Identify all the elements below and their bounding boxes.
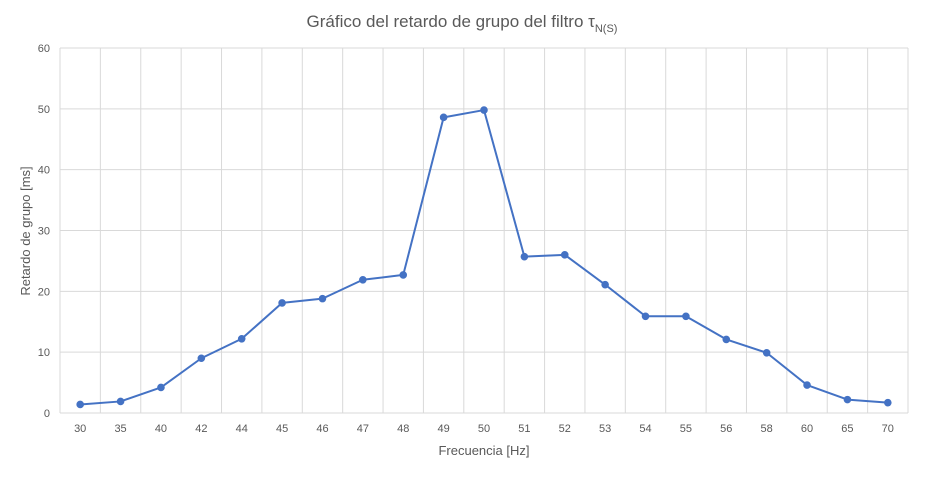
x-tick-label: 60 — [801, 423, 813, 435]
chart-title-subscript: N(S) — [595, 23, 618, 35]
x-tick-label: 52 — [559, 423, 571, 435]
x-tick-label: 53 — [599, 423, 611, 435]
x-tick-label: 30 — [74, 423, 86, 435]
x-axis-label: Frecuencia [Hz] — [438, 443, 529, 458]
y-tick-label: 10 — [38, 347, 50, 359]
data-point — [884, 398, 892, 407]
x-tick-label: 54 — [639, 423, 651, 435]
x-tick-label: 45 — [276, 423, 288, 435]
x-tick-label: 35 — [114, 423, 126, 435]
plot-series — [76, 106, 892, 409]
y-tick-label: 50 — [38, 104, 50, 116]
x-tick-label: 70 — [882, 423, 894, 435]
data-point — [560, 251, 569, 259]
data-point — [803, 381, 811, 389]
y-tick-label: 60 — [38, 43, 50, 55]
x-tick-label: 55 — [680, 423, 692, 435]
chart-title-main: Gráfico del retardo de grupo del filtro … — [307, 12, 596, 31]
data-point — [682, 312, 690, 321]
grid-lines — [59, 47, 909, 414]
data-point — [278, 299, 286, 307]
y-axis-ticks: 0 10 20 30 40 50 60 — [38, 43, 50, 420]
y-tick-label: 30 — [38, 226, 50, 238]
data-point — [399, 271, 408, 279]
data-point — [439, 113, 448, 122]
data-point — [641, 312, 650, 321]
data-point — [359, 275, 367, 284]
y-axis-label: Retardo de grupo [ms] — [18, 166, 33, 295]
y-tick-label: 0 — [44, 408, 50, 420]
data-point — [76, 400, 84, 409]
y-tick-label: 40 — [38, 165, 50, 177]
x-tick-label: 42 — [195, 423, 207, 435]
data-point — [157, 383, 165, 392]
data-point — [237, 334, 246, 343]
x-tick-label: 47 — [357, 423, 369, 435]
x-tick-label: 44 — [236, 423, 248, 435]
x-tick-label: 58 — [761, 423, 773, 435]
data-point — [843, 395, 852, 404]
x-tick-label: 56 — [720, 423, 732, 435]
x-tick-label: 50 — [478, 423, 490, 435]
data-point — [722, 335, 731, 344]
x-tick-label: 48 — [397, 423, 409, 435]
data-point — [480, 106, 488, 114]
data-point — [762, 348, 771, 357]
data-point — [520, 252, 529, 261]
x-tick-label: 40 — [155, 423, 167, 435]
x-tick-label: 46 — [316, 423, 328, 435]
x-axis-ticks: 30 35 40 42 44 45 46 47 48 49 50 51 52 53 54 55 56 58 60 65… — [74, 423, 894, 435]
y-tick-label: 20 — [38, 286, 50, 298]
data-point — [601, 280, 609, 289]
data-point — [116, 397, 125, 406]
x-tick-label: 51 — [518, 423, 530, 435]
x-tick-label: 49 — [437, 423, 449, 435]
data-point — [197, 354, 206, 363]
data-point — [318, 294, 327, 303]
x-tick-label: 65 — [841, 423, 853, 435]
chart-title: Gráfico del retardo de grupo del filtro … — [307, 12, 618, 35]
